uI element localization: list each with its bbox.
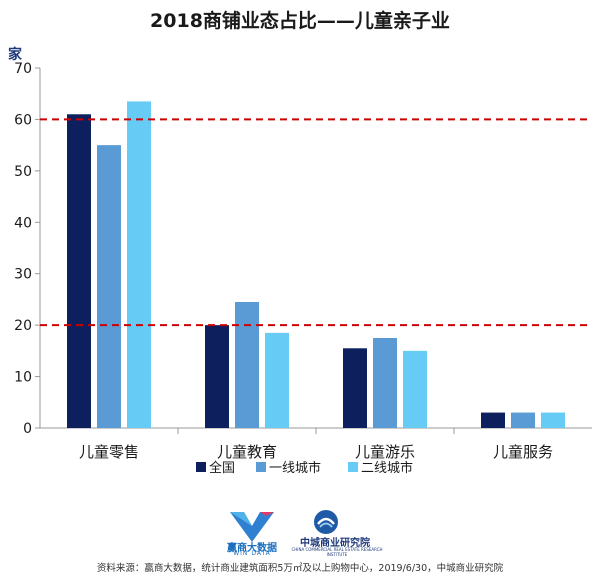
legend-swatch xyxy=(256,462,266,472)
research-institute-subtitle: CHINA COMMERCIAL REAL ESTATE RESEARCH IN… xyxy=(291,547,383,557)
bar xyxy=(265,332,289,428)
logos-area: 赢商大数据 WIN DATA 中城商业研究院 CHINA COMMERCIAL … xyxy=(0,500,600,557)
y-tick-label: 60 xyxy=(14,112,32,128)
bar xyxy=(235,302,259,428)
y-tick-label: 40 xyxy=(14,215,32,231)
category-label: 儿童零售 xyxy=(79,443,139,461)
y-tick-label: 70 xyxy=(14,61,32,77)
bar xyxy=(511,412,535,428)
y-tick-label: 10 xyxy=(14,370,32,386)
y-tick-label: 0 xyxy=(23,421,32,437)
bar xyxy=(541,412,565,428)
bar xyxy=(127,101,151,428)
bar xyxy=(97,145,121,428)
bar xyxy=(373,338,397,428)
bar xyxy=(67,114,91,429)
y-tick-label: 50 xyxy=(14,164,32,180)
win-data-logo xyxy=(230,512,274,542)
category-label: 儿童服务 xyxy=(493,443,553,461)
y-axis-unit-label: 家 xyxy=(8,47,22,63)
legend-label: 二线城市 xyxy=(361,460,413,476)
win-data-logo-name: 赢商大数据 xyxy=(227,543,277,554)
research-institute-logo xyxy=(314,510,338,534)
chart-title: 2018商铺业态占比——儿童亲子业 xyxy=(150,10,450,32)
legend-swatch xyxy=(348,462,358,472)
category-label: 儿童教育 xyxy=(217,443,277,461)
source-note: 资料来源：赢商大数据，统计商业建筑面积5万㎡及以上购物中心，2019/6/30，… xyxy=(96,563,504,574)
category-label: 儿童游乐 xyxy=(355,443,415,461)
bar xyxy=(481,412,505,428)
y-tick-label: 20 xyxy=(14,318,32,334)
legend-label: 一线城市 xyxy=(269,460,321,476)
win-data-logo-subtitle: WIN DATA xyxy=(233,550,271,557)
bar xyxy=(343,348,367,428)
legend-swatch xyxy=(196,462,206,472)
bar xyxy=(205,325,229,428)
y-tick-label: 30 xyxy=(14,267,32,283)
bar xyxy=(403,350,427,428)
legend-label: 全国 xyxy=(209,460,235,476)
research-institute-name: 中城商业研究院 xyxy=(300,538,370,549)
